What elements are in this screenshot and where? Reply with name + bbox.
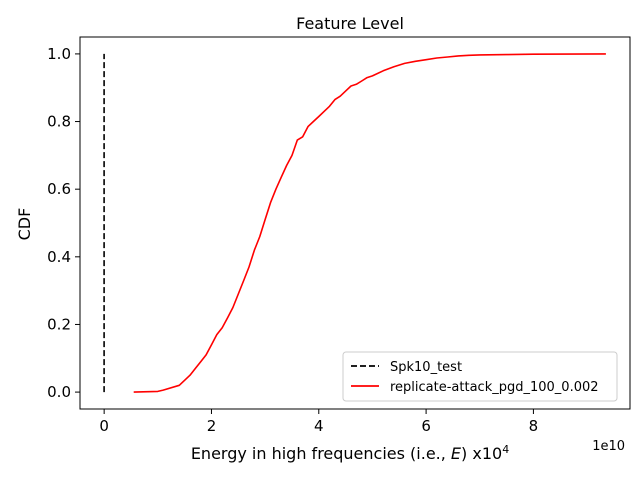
y-tick-label: 0.2 [47,315,71,333]
y-axis-ticks: 0.0 0.2 0.4 0.6 0.8 1.0 [47,45,80,401]
series-line-1 [133,53,606,393]
legend-label-spk10-test: Spk10_test [390,360,462,375]
y-tick-label: 0.8 [47,113,71,131]
x-tick-label: 2 [207,417,217,435]
legend-label-replicate-attack: replicate-attack_pgd_100_0.002 [390,380,599,395]
x-axis-ticks: 0 2 4 6 8 [99,409,538,435]
y-tick-label: 0.0 [47,383,71,401]
chart-title: Feature Level [296,14,404,33]
x-offset-text: 1e10 [592,439,625,454]
y-axis-label: CDF [15,208,34,241]
y-tick-label: 0.4 [47,248,71,266]
x-tick-label: 8 [529,417,539,435]
plot-frame [79,36,631,410]
y-tick-label: 1.0 [47,45,71,63]
y-tick-label: 0.6 [47,180,71,198]
x-axis-label: Energy in high frequencies (i.e., E) x10… [191,443,509,464]
x-tick-label: 4 [314,417,324,435]
plot-area [103,53,606,393]
x-tick-label: 0 [99,417,109,435]
legend-frame [342,351,618,402]
legend: Spk10_test replicate-attack_pgd_100_0.00… [342,351,618,402]
x-tick-label: 6 [421,417,431,435]
